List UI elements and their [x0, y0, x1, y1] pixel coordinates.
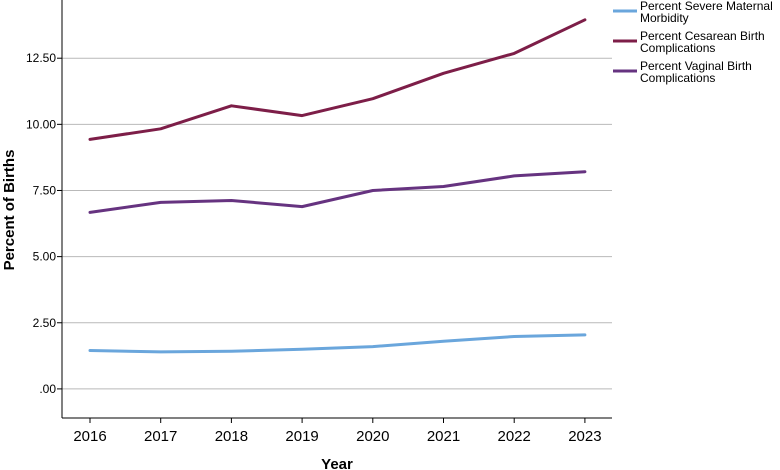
- y-tick-label: 2.50: [33, 316, 57, 330]
- x-tick-label: 2017: [144, 428, 177, 445]
- y-tick-label: 5.00: [33, 250, 57, 264]
- y-tick-label: .00: [39, 382, 56, 396]
- legend-label: Percent Vaginal Birth Complications: [640, 59, 752, 85]
- x-tick-label: 2018: [215, 428, 248, 445]
- series-lines: [88, 18, 587, 354]
- y-tick-label: 10.00: [26, 117, 56, 131]
- series-line-1: [88, 333, 587, 354]
- y-tick-label: 7.50: [33, 183, 57, 197]
- legend: Percent Severe Maternal Morbidity Percent …: [613, 0, 773, 85]
- y-axis-title: Percent of Births: [1, 150, 18, 271]
- x-tick-label: 2021: [427, 428, 460, 445]
- x-tick-label: 2016: [73, 428, 106, 445]
- x-axis-title: Year: [321, 456, 353, 470]
- x-tick-label: 2022: [498, 428, 531, 445]
- x-tick-label: 2023: [568, 428, 601, 445]
- y-axis-ticks: .00 2.50 5.00 7.50 10.00 12.50: [26, 51, 62, 396]
- legend-label: Percent Severe Maternal Morbidity: [640, 0, 773, 25]
- series-line-2: [88, 18, 587, 141]
- x-tick-label: 2020: [356, 428, 389, 445]
- series-line-3: [88, 170, 587, 214]
- y-tick-label: 12.50: [26, 51, 56, 65]
- legend-label: Percent Cesarean Birth Complications: [640, 29, 765, 55]
- x-tick-label: 2019: [285, 428, 318, 445]
- gridlines: [62, 57, 612, 390]
- x-axis-ticks: 2016 2017 2018 2019 2020 2021 2022 2023: [73, 418, 602, 445]
